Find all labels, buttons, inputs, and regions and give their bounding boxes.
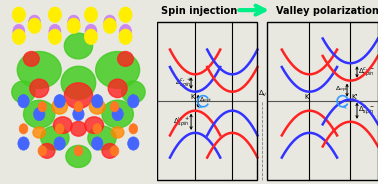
Circle shape [29, 15, 40, 29]
Circle shape [112, 107, 123, 121]
Circle shape [18, 137, 29, 150]
Ellipse shape [122, 81, 145, 103]
Circle shape [54, 137, 65, 150]
Circle shape [13, 24, 25, 38]
Ellipse shape [108, 79, 127, 98]
Circle shape [110, 146, 119, 156]
Text: Spin injection: Spin injection [161, 6, 237, 15]
Circle shape [91, 137, 103, 150]
Ellipse shape [23, 52, 39, 66]
Text: $\Delta^{c,-}_{spin}$: $\Delta^{c,-}_{spin}$ [358, 65, 375, 79]
Bar [157, 22, 257, 180]
Ellipse shape [23, 100, 55, 128]
Circle shape [128, 137, 139, 150]
Circle shape [74, 102, 83, 112]
Ellipse shape [90, 99, 105, 114]
Ellipse shape [64, 83, 93, 109]
Circle shape [38, 102, 47, 112]
Circle shape [91, 95, 103, 108]
Ellipse shape [85, 117, 104, 133]
Text: $\Delta_{opt}$: $\Delta_{opt}$ [335, 85, 349, 95]
Ellipse shape [52, 99, 67, 114]
Circle shape [110, 102, 119, 112]
Circle shape [128, 95, 139, 108]
Ellipse shape [64, 33, 93, 59]
Circle shape [48, 7, 62, 22]
Ellipse shape [102, 100, 133, 128]
Text: K: K [304, 94, 309, 100]
Circle shape [38, 146, 47, 156]
Circle shape [28, 18, 41, 33]
Ellipse shape [39, 144, 55, 158]
Ellipse shape [96, 52, 139, 88]
Ellipse shape [12, 81, 35, 103]
Text: Valley polarization: Valley polarization [276, 6, 378, 15]
Circle shape [103, 18, 116, 33]
Circle shape [74, 146, 83, 156]
Circle shape [68, 15, 80, 29]
Ellipse shape [30, 79, 49, 98]
Circle shape [34, 107, 45, 121]
Circle shape [119, 24, 132, 38]
Circle shape [18, 95, 29, 108]
Ellipse shape [71, 121, 86, 136]
Ellipse shape [17, 52, 61, 88]
Text: $\Delta^{v,+}_{spin}$: $\Delta^{v,+}_{spin}$ [173, 115, 190, 129]
Ellipse shape [53, 117, 72, 133]
Ellipse shape [112, 127, 124, 138]
Ellipse shape [102, 144, 118, 158]
Circle shape [119, 7, 132, 22]
Circle shape [54, 95, 65, 108]
Ellipse shape [33, 127, 45, 138]
Circle shape [104, 15, 116, 29]
Ellipse shape [88, 126, 116, 150]
Ellipse shape [66, 145, 91, 167]
Text: K': K' [351, 94, 357, 100]
Text: $\Delta_{opt}$: $\Delta_{opt}$ [199, 96, 213, 106]
Circle shape [84, 7, 98, 22]
Ellipse shape [61, 66, 96, 99]
Circle shape [84, 29, 98, 45]
Circle shape [12, 7, 25, 22]
Bar [268, 22, 378, 180]
Circle shape [12, 29, 25, 45]
Circle shape [93, 124, 102, 134]
Circle shape [48, 29, 62, 45]
Circle shape [85, 24, 97, 38]
Ellipse shape [118, 52, 133, 66]
Circle shape [119, 29, 132, 45]
Circle shape [19, 124, 28, 134]
Circle shape [67, 18, 80, 33]
Text: $\Delta_v$: $\Delta_v$ [257, 89, 267, 99]
Circle shape [49, 24, 61, 38]
Text: $\Delta^{c,+}_{spin}$: $\Delta^{c,+}_{spin}$ [175, 76, 192, 90]
Text: K: K [190, 94, 195, 100]
Circle shape [55, 124, 64, 134]
Text: $\Delta^{v,-}_{spin}$: $\Delta^{v,-}_{spin}$ [358, 104, 375, 117]
Circle shape [129, 124, 138, 134]
Ellipse shape [41, 126, 69, 150]
Circle shape [73, 107, 84, 121]
